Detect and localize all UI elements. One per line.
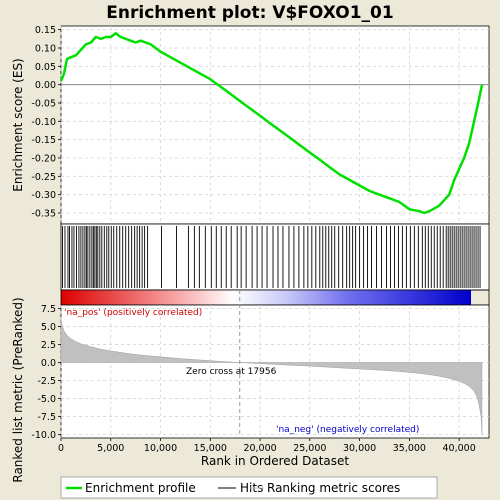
ranked-metric-group bbox=[60, 290, 483, 438]
legend-enrichment-label: Enrichment profile bbox=[85, 481, 196, 495]
x-tick-label: 25,000 bbox=[293, 443, 326, 454]
ranking-metric-area bbox=[60, 319, 483, 435]
es-y-tick-label: 0.05 bbox=[35, 62, 56, 73]
zero-cross-label: Zero cross at 17956 bbox=[186, 367, 277, 377]
pos-label: 'na_pos' (positively correlated) bbox=[64, 308, 202, 318]
rm-y-tick-label: 7.5 bbox=[41, 304, 56, 315]
neg-label: 'na_neg' (negatively correlated) bbox=[276, 425, 419, 435]
rm-y-tick-label: -10.0 bbox=[31, 430, 56, 441]
es-y-tick-label: -0.30 bbox=[31, 190, 56, 201]
x-tick-label: 15,000 bbox=[194, 443, 227, 454]
x-tick-label: 20,000 bbox=[243, 443, 276, 454]
chart-title: Enrichment plot: V$FOXO1_01 bbox=[106, 3, 393, 23]
rm-y-tick-label: -7.5 bbox=[37, 412, 56, 423]
x-tick-label: 10,000 bbox=[144, 443, 177, 454]
rm-y-axis-label: Ranked list metric (PreRanked) bbox=[11, 297, 25, 482]
rm-y-tick-label: 5.0 bbox=[41, 322, 56, 333]
x-tick-label: 5,000 bbox=[97, 443, 124, 454]
rm-y-tick-label: 2.5 bbox=[41, 340, 56, 351]
rank-color-bar bbox=[61, 290, 471, 305]
es-y-ticks: 0.15 0.10 0.05 0.00 -0.05 -0.10 -0.15 -0.20 -0.2… bbox=[31, 25, 61, 220]
legend: Enrichment profile Hits Ranking metric s… bbox=[60, 476, 438, 499]
enrichment-profile-line bbox=[59, 32, 484, 215]
es-y-tick-label: -0.25 bbox=[31, 172, 56, 183]
rm-y-tick-label: -5.0 bbox=[37, 394, 56, 405]
es-y-tick-label: -0.10 bbox=[31, 117, 56, 128]
rm-y-tick-label: -2.5 bbox=[37, 376, 56, 387]
es-y-tick-label: 0.00 bbox=[35, 80, 56, 91]
es-grid bbox=[60, 26, 489, 224]
x-tick-label: 40,000 bbox=[443, 443, 476, 454]
rm-y-tick-label: 0.0 bbox=[41, 358, 56, 369]
es-y-tick-label: -0.20 bbox=[31, 154, 56, 165]
x-ticks: 0 5,000 10,000 15,000 20,000 25,000 30,000 35,0… bbox=[58, 438, 476, 454]
es-y-axis-label: Enrichment score (ES) bbox=[11, 58, 25, 191]
es-y-tick-label: -0.15 bbox=[31, 135, 56, 146]
rm-y-ticks: 7.5 5.0 2.5 0.0 -2.5 -5.0 -7.5 -10.0 bbox=[31, 304, 61, 441]
x-axis-label: Rank in Ordered Dataset bbox=[201, 454, 349, 468]
x-tick-label: 30,000 bbox=[343, 443, 376, 454]
es-y-tick-label: 0.10 bbox=[35, 44, 56, 55]
x-tick-label: 35,000 bbox=[393, 443, 426, 454]
es-y-tick-label: -0.35 bbox=[31, 209, 56, 220]
enrichment-panel bbox=[60, 25, 490, 225]
hits-group bbox=[62, 226, 481, 288]
x-tick-label: 0 bbox=[58, 443, 64, 454]
enrichment-profile-group bbox=[59, 32, 484, 215]
legend-metric-label: Ranking metric scores bbox=[267, 481, 400, 495]
es-y-tick-label: 0.15 bbox=[35, 25, 56, 36]
es-y-tick-label: -0.05 bbox=[31, 99, 56, 110]
hits-panel bbox=[60, 223, 490, 291]
